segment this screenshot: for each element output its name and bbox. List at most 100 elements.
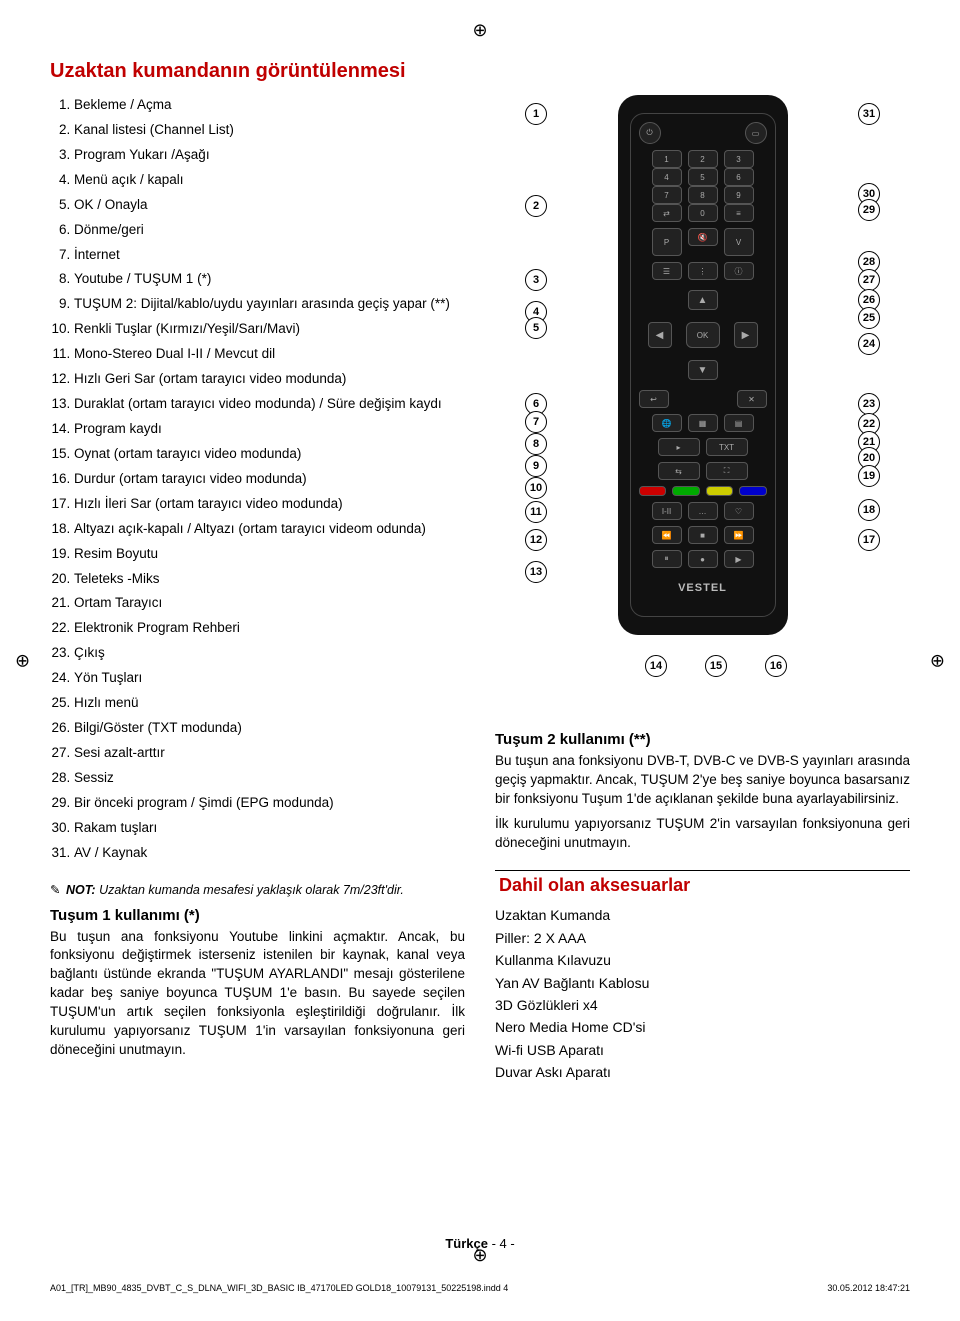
print-timestamp: 30.05.2012 18:47:21 [827,1283,910,1293]
registration-mark-right: ⊕ [930,650,945,671]
callout-13: 13 [525,561,547,583]
list-item: İnternet [74,245,465,266]
numpad-row: 123 [652,150,754,168]
internet-button: 🌐 [652,414,682,432]
remote-diagram: 12345678910111213 3130292827262524232221… [495,95,910,715]
callout-27: 27 [858,269,880,291]
right-text-block: Tuşum 2 kullanımı (**) Bu tuşun ana fonk… [495,731,910,1084]
callout-23: 23 [858,393,880,415]
callout-15: 15 [705,655,727,677]
info-button: ⓘ [724,262,754,280]
page-footer: Türkçe - 4 - [0,1236,960,1251]
net-row: 🌐 ▦ ▤ [639,414,767,432]
callout-1: 1 [525,103,547,125]
num-button: 4 [652,168,682,186]
record-button: ● [688,550,718,568]
list-item: AV / Kaynak [74,843,465,864]
callout-3: 3 [525,269,547,291]
play-button: ▶ [724,550,754,568]
size-button: ⛶ [706,462,748,480]
note-text: Uzaktan kumanda mesafesi yaklaşık olarak… [96,883,404,897]
remote-functions-list: Bekleme / AçmaKanal listesi (Channel Lis… [50,95,465,864]
callout-7: 7 [525,411,547,433]
accessory-item: Piller: 2 X AAA [495,927,910,949]
num-button: 8 [688,186,718,204]
list-item: Renkli Tuşlar (Kırmızı/Yeşil/Sarı/Mavi) [74,319,465,340]
callout-18: 18 [858,499,880,521]
callout-11: 11 [525,501,547,523]
list-item: Yön Tuşları [74,668,465,689]
note-block: ✎ NOT: Uzaktan kumanda mesafesi yaklaşık… [50,882,465,897]
pause-button: ⏸ [652,550,682,568]
num-button: 5 [688,168,718,186]
right-column: 12345678910111213 3130292827262524232221… [495,95,910,1084]
list-item: Rakam tuşları [74,818,465,839]
nav-up: ▲ [688,290,718,310]
remote-menu-row: ☰ ⋮ ⓘ [639,262,767,280]
list-item: Ortam Tarayıcı [74,593,465,614]
subtitle-button: … [688,502,718,520]
list-item: Bekleme / Açma [74,95,465,116]
mute-button: 🔇 [688,228,718,246]
callout-29: 29 [858,199,880,221]
callout-19: 19 [858,465,880,487]
tusum2-body: Bu tuşun ana fonksiyonu DVB-T, DVB-C ve … [495,752,910,809]
accessory-item: Duvar Askı Aparatı [495,1061,910,1083]
list-item: OK / Onayla [74,195,465,216]
accessories-title: Dahil olan aksesuarlar [495,875,910,896]
list-item: Altyazı açık-kapalı / Altyazı (ortam tar… [74,519,465,540]
num-button: 0 [688,204,718,222]
back-exit-row: ↩ ✕ [639,390,767,408]
list-item: Çıkış [74,643,465,664]
list-item: Durdur (ortam tarayıcı video modunda) [74,469,465,490]
fav-button: ♡ [724,502,754,520]
color-buttons-row [639,486,767,496]
list-item: Hızlı Geri Sar (ortam tarayıcı video mod… [74,369,465,390]
list-item: Resim Boyutu [74,544,465,565]
callout-17: 17 [858,529,880,551]
list-item: Menü açık / kapalı [74,170,465,191]
main-columns: Bekleme / AçmaKanal listesi (Channel Lis… [50,95,910,1084]
tusum2-body2: İlk kurulumu yapıyorsanız TUŞUM 2'in var… [495,815,910,853]
callout-16: 16 [765,655,787,677]
num-button: 3 [724,150,754,168]
numpad-row: 456 [652,168,754,186]
accessory-item: 3D Gözlükleri x4 [495,994,910,1016]
list-item: Bilgi/Göster (TXT modunda) [74,718,465,739]
list-item: Oynat (ortam tarayıcı video modunda) [74,444,465,465]
list-button: ≡ [724,204,754,222]
numpad: 123456789⇄ 0 ≡ [652,150,754,222]
list-item: Program kaydı [74,419,465,440]
accessories-list: Uzaktan KumandaPiller: 2 X AAAKullanma K… [495,904,910,1083]
epg-button: ▦ [688,414,718,432]
standby-button: ⏻ [639,122,661,144]
p-button: P [652,228,682,256]
list-item: Hızlı menü [74,693,465,714]
teletext-button: TXT [706,438,748,456]
callout-5: 5 [525,317,547,339]
list-item: Hızlı İleri Sar (ortam tarayıcı video mo… [74,494,465,515]
exit-button: ✕ [737,390,767,408]
nav-right: ▶ [734,322,758,348]
num-button: 6 [724,168,754,186]
callout-25: 25 [858,307,880,329]
qmenu-button: ⋮ [688,262,718,280]
remote-inner: ⏻ ▭ 123456789⇄0≡ P 🔇 V ☰ ⋮ ⓘ [630,113,776,617]
list-item: TUŞUM 2: Dijital/kablo/uydu yayınları ar… [74,294,465,315]
prev-button: ⇄ [652,204,682,222]
callout-9: 9 [525,455,547,477]
transport-row2: ⏸ ● ▶ [639,550,767,568]
numpad-row: 789 [652,186,754,204]
accessories-box: Dahil olan aksesuarlar Uzaktan KumandaPi… [495,870,910,1083]
source-button: ▭ [745,122,767,144]
left-column: Bekleme / AçmaKanal listesi (Channel Lis… [50,95,465,1084]
callout-10: 10 [525,477,547,499]
callout-8: 8 [525,433,547,455]
accessory-item: Yan AV Bağlantı Kablosu [495,972,910,994]
ffwd-button: ⏩ [724,526,754,544]
back-button: ↩ [639,390,669,408]
accessory-item: Kullanma Kılavuzu [495,949,910,971]
num-button: 9 [724,186,754,204]
remote-top-row: ⏻ ▭ [639,122,767,144]
callout-2: 2 [525,195,547,217]
